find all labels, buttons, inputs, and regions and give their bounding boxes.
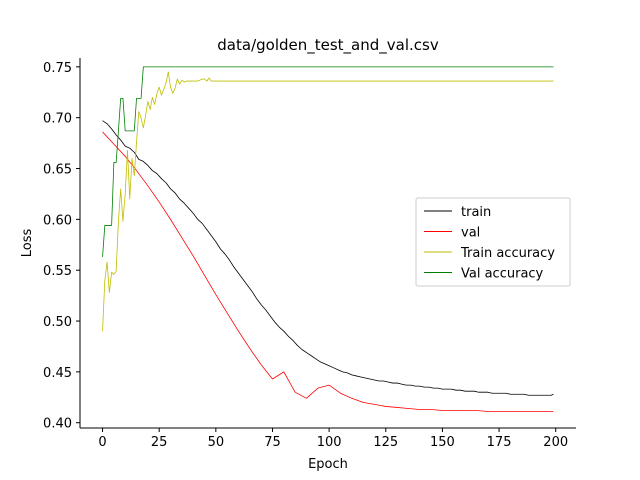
series-line-train-accuracy — [102, 71, 554, 332]
chart-title: data/golden_test_and_val.csv — [217, 36, 439, 55]
x-tick-label: 200 — [543, 435, 568, 450]
y-tick-label: 0.70 — [43, 112, 72, 127]
x-tick-label: 25 — [151, 435, 168, 450]
x-tick-label: 100 — [317, 435, 342, 450]
legend-label-train: train — [461, 205, 491, 220]
legend-label-train-accuracy: Train accuracy — [460, 246, 555, 261]
series-line-val-accuracy — [102, 66, 554, 258]
x-tick-label: 175 — [487, 435, 512, 450]
legend-label-val: val — [461, 226, 480, 241]
series-line-val — [102, 131, 554, 412]
y-tick-label: 0.65 — [43, 163, 72, 178]
y-tick-label: 0.55 — [43, 264, 72, 279]
y-axis-label: Loss — [20, 229, 35, 258]
y-ticks: 0.40 0.45 0.50 0.55 0.60 0.65 0.70 0.75 — [43, 61, 80, 432]
y-tick-label: 0.75 — [43, 61, 72, 76]
series-line-train — [102, 120, 554, 396]
x-tick-label: 50 — [208, 435, 225, 450]
x-tick-label: 0 — [98, 435, 106, 450]
plot-area — [102, 66, 554, 412]
legend-label-val-accuracy: Val accuracy — [461, 267, 544, 282]
legend: train val Train accuracy Val accuracy — [415, 197, 571, 287]
y-tick-label: 0.50 — [43, 315, 72, 330]
x-ticks: 0 25 50 75 100 125 150 175 200 — [98, 428, 568, 450]
legend-frame — [415, 197, 571, 287]
y-tick-label: 0.45 — [43, 366, 72, 381]
y-tick-label: 0.40 — [43, 417, 72, 432]
x-tick-label: 125 — [373, 435, 398, 450]
x-tick-label: 150 — [430, 435, 455, 450]
x-tick-label: 75 — [264, 435, 281, 450]
x-axis-label: Epoch — [308, 457, 348, 472]
y-tick-label: 0.60 — [43, 213, 72, 228]
